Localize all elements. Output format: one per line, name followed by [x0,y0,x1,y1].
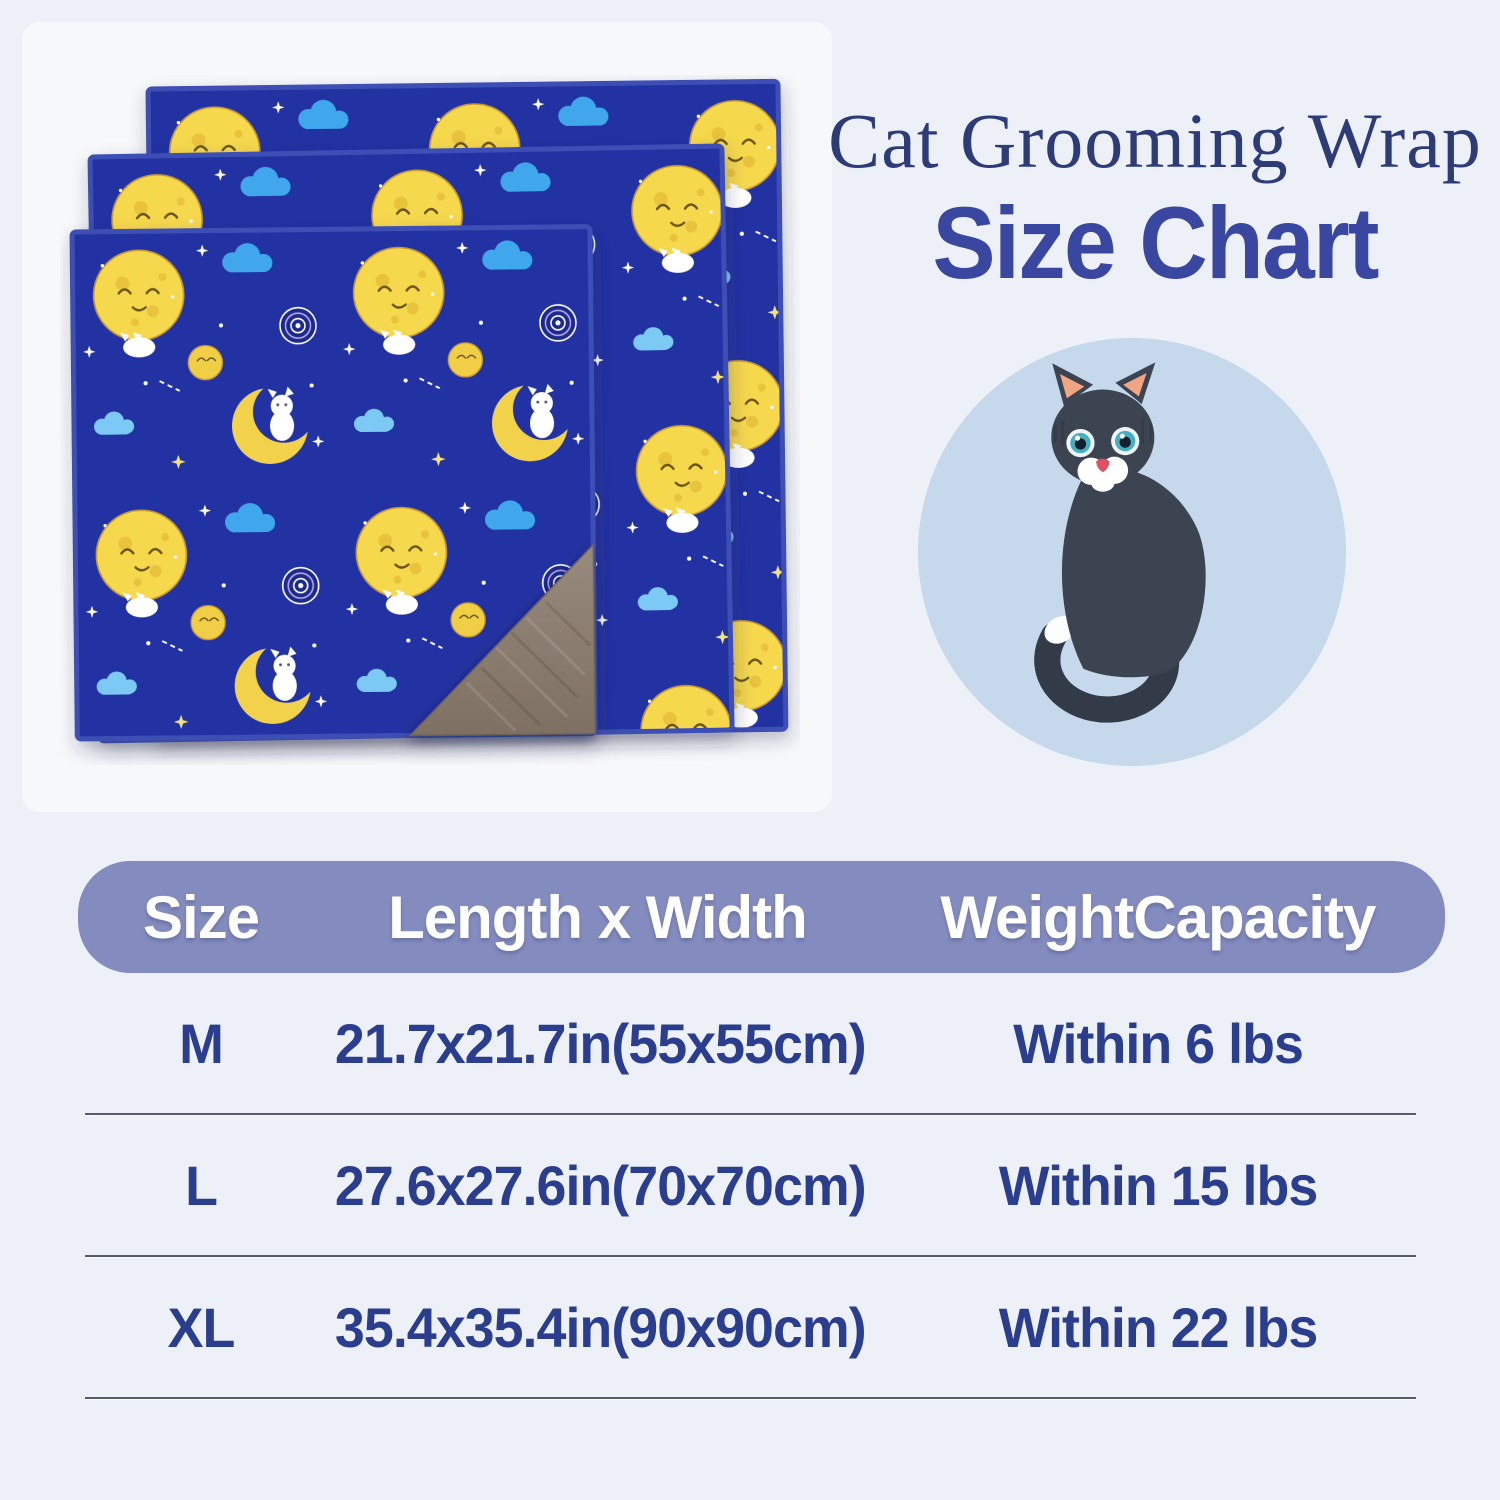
table-row: M 21.7x21.7in(55x55cm) Within 6 lbs [78,973,1445,1113]
cell-dimensions: 27.6x27.6in(70x70cm) [334,1153,867,1217]
product-photo [60,75,800,765]
cell-weight: Within 15 lbs [998,1153,1319,1217]
cell-weight: Within 22 lbs [998,1295,1319,1359]
stacked-grooming-wraps-icon [69,78,789,744]
cell-size: XL [167,1295,236,1359]
cat-badge [918,338,1346,766]
cell-size: L [185,1153,218,1217]
table-header: Size Length x Width WeightCapacity [78,861,1445,973]
page-title: Size Chart [932,185,1379,300]
row-divider [85,1397,1416,1399]
size-chart-table: Size Length x Width WeightCapacity M 21.… [78,861,1445,1399]
folded-corner [408,542,597,737]
cell-dimensions: 21.7x21.7in(55x55cm) [334,1011,867,1075]
cell-size: M [179,1011,224,1075]
table-row: L 27.6x27.6in(70x70cm) Within 15 lbs [78,1115,1445,1255]
cell-weight: Within 6 lbs [1013,1011,1304,1075]
row-divider [85,1255,1416,1257]
column-header-dimensions: Length x Width [388,883,808,951]
wrap-m [69,224,598,742]
column-header-weight: WeightCapacity [940,883,1376,951]
row-divider [85,1113,1416,1115]
cell-dimensions: 35.4x35.4in(90x90cm) [334,1295,867,1359]
black-cat-icon [1034,362,1206,723]
title-block: Cat Grooming Wrap Size Chart [815,98,1495,294]
product-title: Cat Grooming Wrap [828,97,1482,184]
column-header-size: Size [142,883,260,951]
table-row: XL 35.4x35.4in(90x90cm) Within 22 lbs [78,1257,1445,1397]
